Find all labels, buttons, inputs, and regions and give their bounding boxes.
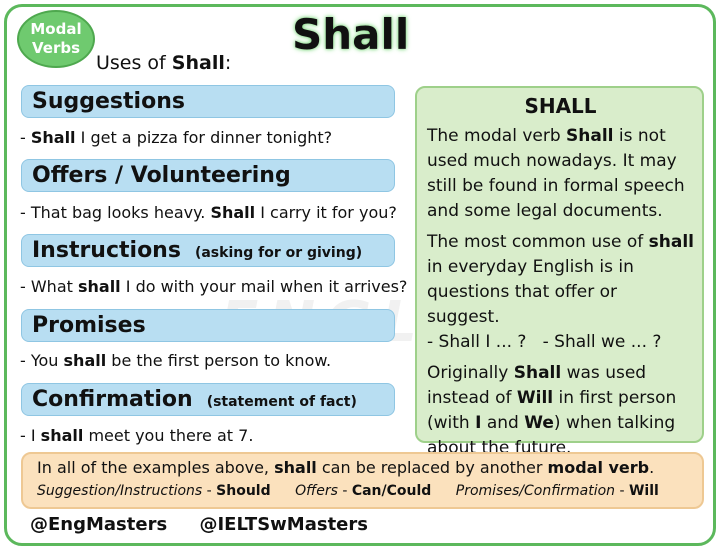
- use-example-offers: - That bag looks heavy. Shall I carry it…: [20, 203, 397, 222]
- uses-subtitle: Uses of Shall:: [96, 52, 232, 74]
- use-example-instructions: - What shall I do with your mail when it…: [20, 277, 408, 296]
- use-heading-promises: Promises: [21, 309, 395, 342]
- replacement-promises: Promises/Confirmation - Will: [455, 483, 659, 499]
- summary-replacements: Suggestion/Instructions - Should Offers …: [37, 483, 692, 499]
- use-example-promises: - You shall be the first person to know.: [20, 351, 332, 370]
- social-handles: @EngMasters @IELTSwMasters: [30, 514, 394, 535]
- use-heading-instructions: Instructions (asking for or giving): [21, 234, 395, 267]
- modal-verbs-badge: Modal Verbs: [17, 10, 95, 68]
- use-heading-confirmation: Confirmation (statement of fact): [21, 383, 395, 416]
- summary-line: In all of the examples above, shall can …: [37, 458, 655, 477]
- handle-ieltswmasters: @IELTSwMasters: [199, 514, 368, 535]
- replacement-offers: Offers - Can/Could: [295, 483, 432, 499]
- use-example-suggestions: - Shall I get a pizza for dinner tonight…: [20, 128, 333, 147]
- use-heading-suggestions: Suggestions: [21, 85, 395, 118]
- badge-line-1: Modal: [30, 20, 82, 38]
- badge-line-2: Verbs: [31, 39, 81, 57]
- info-title: SHALL: [524, 94, 597, 118]
- use-example-confirmation: - I shall meet you there at 7.: [20, 426, 254, 445]
- use-heading-offers: Offers / Volunteering: [21, 159, 395, 192]
- confirmation-note: (statement of fact): [206, 394, 357, 410]
- info-paragraph-3: Originally Shall was used instead of Wil…: [427, 363, 677, 458]
- shall-info-box: SHALL The modal verb Shall is not used m…: [415, 86, 704, 458]
- handle-engmasters: @EngMasters: [30, 514, 168, 535]
- instructions-note: (asking for or giving): [194, 245, 363, 261]
- summary-box: In all of the examples above, shall can …: [21, 452, 704, 509]
- page-title: Shall: [292, 10, 410, 59]
- replacement-suggestion: Suggestion/Instructions - Should: [37, 483, 271, 499]
- info-paragraph-1: The modal verb Shall is not used much no…: [427, 126, 685, 221]
- info-paragraph-2: The most common use of shall in everyday…: [427, 232, 694, 352]
